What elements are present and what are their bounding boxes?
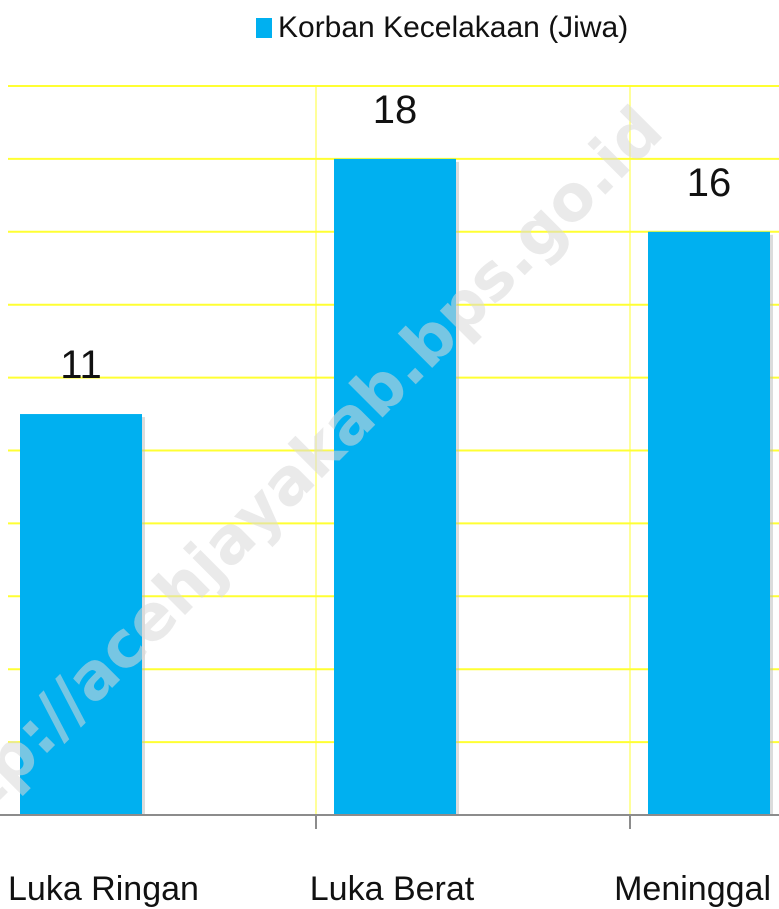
data-label: 18 [373, 88, 418, 132]
axis-layer [0, 814, 779, 829]
category-label: Meninggal [614, 870, 771, 908]
labels-layer: 11 18 16 Luka Ringan Luka Berat Meninggal [8, 88, 771, 908]
data-label: 11 [60, 343, 102, 387]
bar [20, 414, 142, 815]
category-label: Luka Ringan [8, 870, 199, 908]
bar [334, 158, 456, 815]
category-label: Luka Berat [310, 870, 475, 908]
legend-swatch [256, 18, 272, 38]
data-label: 16 [687, 161, 732, 205]
legend: Korban Kecelakaan (Jiwa) [256, 11, 628, 44]
bars-layer [20, 158, 773, 816]
bar [648, 231, 770, 816]
legend-label: Korban Kecelakaan (Jiwa) [278, 11, 628, 44]
